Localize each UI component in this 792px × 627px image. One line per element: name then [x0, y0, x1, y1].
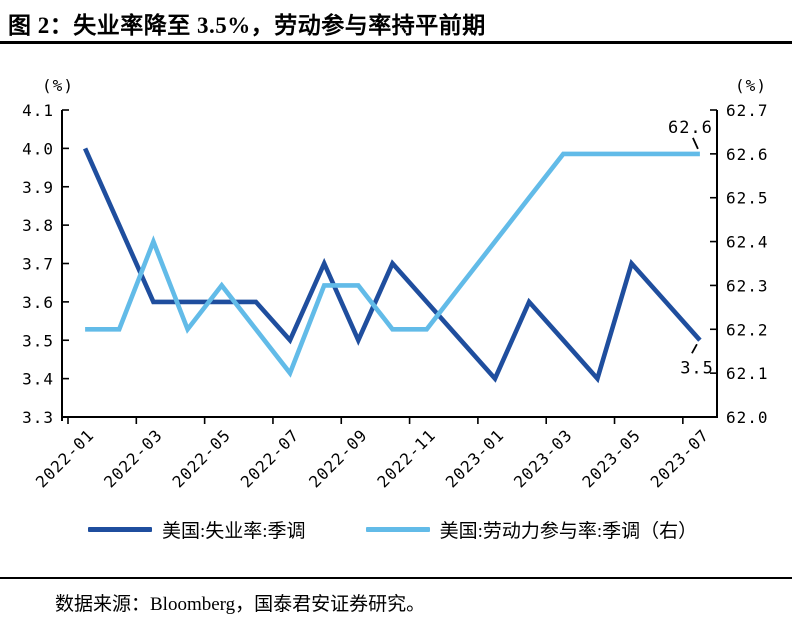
annotation-3.5: 3.5: [680, 358, 714, 378]
chart-legend: 美国:失业率:季调 美国:劳动力参与率:季调（右）: [0, 516, 792, 543]
right-axis-unit: (%): [735, 76, 767, 95]
left-tick-label: 3.5: [22, 331, 54, 350]
x-tick-label: 2022-07: [237, 425, 303, 491]
left-tick-label: 3.7: [22, 255, 54, 274]
x-tick-label: 2022-05: [168, 425, 234, 491]
right-tick-label: 62.6: [726, 145, 769, 164]
left-axis-unit: (%): [42, 76, 74, 95]
left-tick-label: 3.6: [22, 293, 54, 312]
right-tick-label: 62.1: [726, 364, 769, 383]
right-axis-ticks: 62.7 62.6 62.5 62.4 62.3 62.2 62.1 62.0: [710, 101, 769, 427]
left-tick-label: 3.9: [22, 178, 54, 197]
participation-line-swatch: [365, 527, 430, 532]
x-tick-label: 2023-07: [647, 425, 713, 491]
participation-line: [85, 151, 700, 378]
x-tick-label: 2022-03: [100, 425, 166, 491]
x-tick-label: 2023-01: [442, 425, 508, 491]
x-tick-label: 2022-09: [305, 425, 371, 491]
legend-item-participation: 美国:劳动力参与率:季调（右）: [365, 516, 698, 543]
right-tick-label: 62.4: [726, 233, 769, 252]
legend-label-unemployment: 美国:失业率:季调: [162, 521, 306, 542]
left-axis-ticks: 4.1 4.0 3.9 3.8 3.7 3.6 3.5 3.4 3.3: [22, 101, 69, 427]
legend-item-unemployment: 美国:失业率:季调: [88, 516, 306, 543]
chart-svg: (%) (%)4.14.03.93.83.73.63.53.43.362.762.…: [22, 76, 769, 491]
right-tick-label: 62.2: [726, 320, 769, 339]
right-tick-label: 62.0: [726, 408, 769, 427]
source-note: 数据来源：Bloomberg，国泰君安证券研究。: [55, 594, 426, 615]
x-axis-ticks: 2022-01 2022-03 2022-05 2022-07 2022-09 2022-…: [32, 417, 713, 491]
left-tick-label: 4.0: [22, 139, 54, 158]
annotations: 62.6 3.5: [668, 118, 714, 378]
x-tick-label: 2022-11: [373, 425, 439, 491]
x-tick-label: 2023-05: [578, 425, 644, 491]
chart-title: 图 2：失业率降至 3.5%，劳动参与率持平前期: [8, 13, 486, 38]
right-tick-label: 62.3: [726, 276, 769, 295]
legend-label-participation: 美国:劳动力参与率:季调（右）: [439, 521, 698, 542]
annotation-62.6: 62.6: [668, 118, 713, 138]
x-tick-label: 2022-01: [32, 425, 98, 491]
unemployment-line-swatch: [88, 527, 152, 532]
left-tick-label: 3.4: [22, 370, 54, 389]
axes: (%) (%): [42, 76, 767, 421]
unemployment-line: [82, 147, 702, 384]
title-divider: [0, 41, 792, 44]
left-tick-label: 3.8: [22, 216, 54, 235]
left-tick-label: 4.1: [22, 101, 54, 120]
x-tick-label: 2023-03: [510, 425, 576, 491]
right-tick-label: 62.5: [726, 189, 769, 208]
right-tick-label: 62.7: [726, 101, 769, 120]
footer-divider: [0, 577, 792, 579]
left-tick-label: 3.3: [22, 408, 54, 427]
